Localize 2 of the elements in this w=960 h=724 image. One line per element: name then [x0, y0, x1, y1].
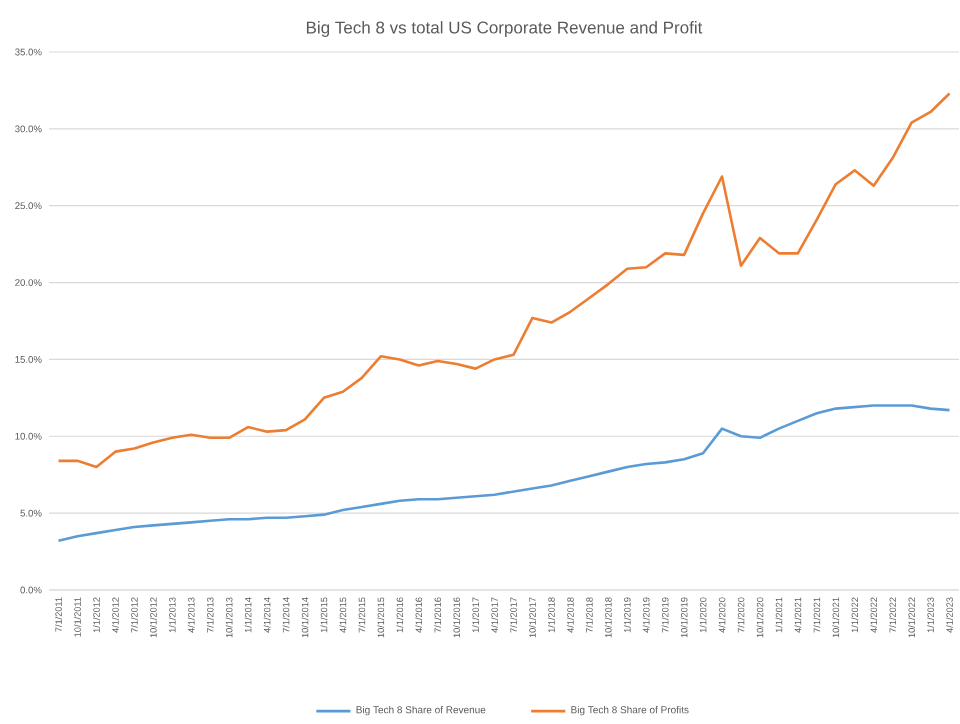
line-series — [57, 92, 951, 469]
chart-title: Big Tech 8 vs total US Corporate Revenue and Profit — [306, 20, 703, 37]
